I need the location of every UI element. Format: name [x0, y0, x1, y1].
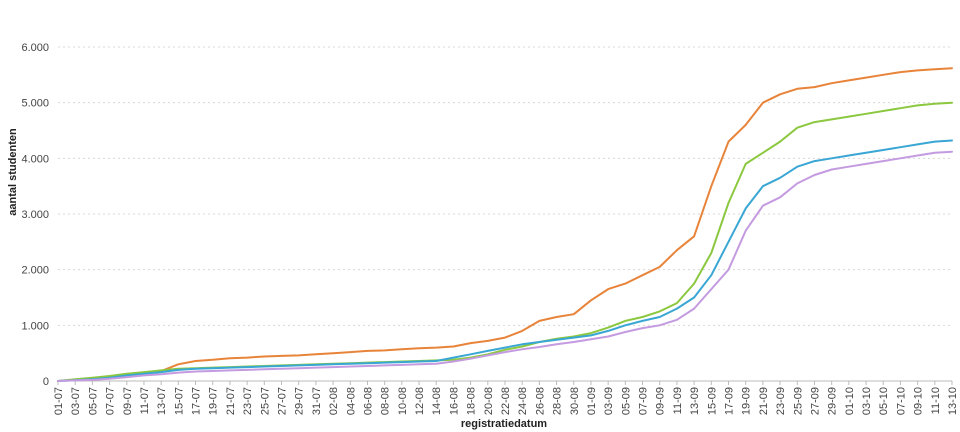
x-tick-label: 13-09 [689, 387, 701, 415]
x-tick-label: 07-10 [895, 387, 907, 415]
series-lines [57, 67, 953, 382]
y-tick-label: 0 [43, 376, 49, 388]
x-tick-label: 15-09 [706, 387, 718, 415]
x-tick-label: 07-09 [638, 387, 650, 415]
x-tick-label: 19-07 [208, 387, 220, 415]
x-tick-label: 03-09 [603, 387, 615, 415]
y-tick-label: 3.000 [21, 209, 49, 221]
grid-lines [58, 46, 952, 326]
x-tick-label: 20-08 [483, 387, 495, 415]
x-tick-label: 09-09 [655, 387, 667, 415]
x-tick-label: 27-07 [277, 387, 289, 415]
x-tick-label: 11-10 [930, 387, 942, 414]
x-tick-label: 09-10 [913, 387, 925, 415]
x-tick-label: 03-07 [70, 387, 82, 415]
y-tick-label: 1.000 [21, 320, 49, 332]
x-tick-label: 25-07 [259, 387, 271, 415]
series-line-3 [57, 139, 953, 382]
x-tick-label: 25-09 [792, 387, 804, 415]
y-tick-label: 2.000 [21, 265, 49, 277]
x-tick-label: 05-09 [620, 387, 632, 415]
x-tick-label: 29-07 [294, 387, 306, 415]
axes [57, 380, 953, 385]
x-tick-label: 01-10 [844, 387, 856, 415]
x-tick-label: 19-09 [741, 387, 753, 415]
x-tick-label: 30-08 [569, 387, 581, 415]
x-tick-label: 07-07 [105, 387, 117, 415]
x-tick-label: 21-09 [758, 387, 770, 415]
x-tick-labels: 01-07 03-07 05-07 07-07 09-07 11-07 13-07 15-07… [53, 387, 959, 415]
x-tick-label: 12-08 [414, 387, 426, 415]
x-tick-label: 16-08 [448, 387, 460, 415]
x-tick-label: 09-07 [122, 387, 134, 415]
x-tick-label: 29-09 [827, 387, 839, 415]
x-tick-label: 02-08 [328, 387, 340, 415]
x-tick-label: 01-09 [586, 387, 598, 415]
x-tick-label: 05-10 [878, 387, 890, 415]
x-tick-label: 18-08 [466, 387, 478, 415]
x-tick-label: 14-08 [431, 387, 443, 415]
x-tick-label: 11-09 [672, 387, 684, 414]
x-axis-title: registratiedatum [461, 418, 547, 430]
x-tick-label: 23-09 [775, 387, 787, 415]
y-axis-title: aantal studenten [7, 128, 19, 216]
series-line-1 [57, 67, 953, 382]
x-tick-label: 13-10 [947, 387, 959, 415]
y-tick-labels: 0 1.000 2.000 3.000 4.000 5.000 6.000 [21, 42, 49, 388]
x-tick-label: 23-07 [242, 387, 254, 415]
x-tick-label: 01-07 [53, 387, 65, 415]
x-tick-label: 26-08 [534, 387, 546, 415]
x-tick-label: 22-08 [500, 387, 512, 415]
x-tick-label: 21-07 [225, 387, 237, 415]
x-tick-label: 11-07 [139, 387, 151, 414]
x-tick-label: 17-07 [191, 387, 203, 415]
x-tick-label: 06-08 [362, 387, 374, 415]
y-tick-label: 6.000 [21, 42, 49, 54]
y-tick-label: 4.000 [21, 153, 49, 165]
x-tick-label: 17-09 [724, 387, 736, 415]
x-tick-label: 03-10 [861, 387, 873, 415]
x-tick-label: 28-08 [552, 387, 564, 415]
x-tick-label: 08-08 [380, 387, 392, 415]
y-tick-label: 5.000 [21, 98, 49, 110]
x-tick-label: 27-09 [809, 387, 821, 415]
x-tick-label: 04-08 [345, 387, 357, 415]
x-tick-label: 10-08 [397, 387, 409, 415]
x-tick-label: 24-08 [517, 387, 529, 415]
series-line-4 [57, 150, 953, 382]
x-tick-label: 05-07 [87, 387, 99, 415]
x-tick-label: 13-07 [156, 387, 168, 415]
x-tick-label: 31-07 [311, 387, 323, 415]
series-line-2 [57, 101, 953, 382]
x-tick-label: 15-07 [173, 387, 185, 415]
